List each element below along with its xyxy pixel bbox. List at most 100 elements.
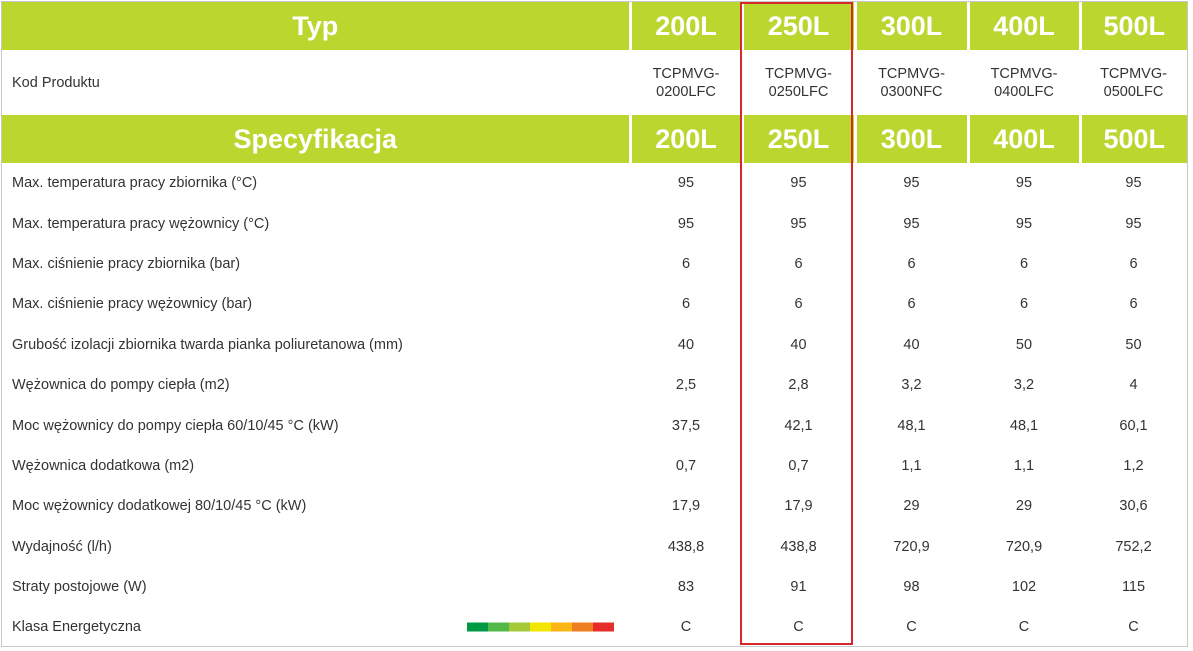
spec-row: Wężownica dodatkowa (m2) 0,7 0,7 1,1 1,1 1,2 xyxy=(2,446,1187,486)
spec-row-label: Moc wężownicy do pompy ciepła 60/10/45 °… xyxy=(2,405,630,445)
energy-class-scale-icon xyxy=(467,622,614,632)
spec-value-cell: 50 xyxy=(1015,336,1033,353)
spec-value-cell: C xyxy=(680,619,692,636)
energy-class-segment xyxy=(509,622,530,632)
spec-header-row: Specyfikacja 200L 250L 300L 400L 500L xyxy=(2,115,1187,163)
spec-value-cell: 438,8 xyxy=(667,538,705,555)
spec-value-cell: 95 xyxy=(790,215,807,232)
spec-row-label: Max. ciśnienie pracy wężownicy (bar) xyxy=(2,284,630,324)
spec-value-cell: 95 xyxy=(903,215,920,232)
energy-class-segment xyxy=(467,622,488,632)
spec-value-cell: 40 xyxy=(903,336,920,353)
spec-value-cell: 3,2 xyxy=(901,377,922,394)
spec-value-cell: C xyxy=(1018,619,1030,636)
energy-class-segment xyxy=(488,622,509,632)
spec-row-label: Max. temperatura pracy zbiornika (°C) xyxy=(2,163,630,203)
energy-class-segment xyxy=(530,622,551,632)
spec-rows: Max. temperatura pracy zbiornika (°C) 95 9… xyxy=(2,163,1187,648)
spec-value-cell: 0,7 xyxy=(675,457,697,474)
type-header-size: 250L xyxy=(742,2,857,50)
spec-value-cell: 37,5 xyxy=(671,417,701,434)
energy-class-segment xyxy=(593,622,614,632)
product-code-cell: TCPMVG- 0300NFC xyxy=(878,65,945,100)
spec-row-label-text: Max. ciśnienie pracy zbiornika (bar) xyxy=(12,255,241,272)
spec-row-label: Wężownica do pompy ciepła (m2) xyxy=(2,365,630,405)
spec-value-cell: C xyxy=(793,619,804,636)
spec-value-cell: 6 xyxy=(681,255,691,272)
spec-row-label: Wydajność (l/h) xyxy=(2,527,630,567)
spec-value-cell: 95 xyxy=(790,175,807,192)
spec-value-cell: 6 xyxy=(794,296,803,313)
spec-value-cell: 40 xyxy=(790,336,807,353)
spec-value-cell: 6 xyxy=(907,296,916,313)
spec-value-cell: 720,9 xyxy=(1005,538,1043,555)
spec-header-size: 200L xyxy=(630,115,744,163)
spec-row: Straty postojowe (W) 83 91 98 102 115 xyxy=(2,567,1187,607)
spec-value-cell: 48,1 xyxy=(1009,417,1039,434)
spec-row-label-text: Max. temperatura pracy wężownicy (°C) xyxy=(12,215,270,232)
spec-value-cell: 95 xyxy=(1125,215,1142,232)
spec-value-cell: C xyxy=(1128,619,1139,636)
spec-row: Wydajność (l/h) 438,8 438,8 720,9 720,9 752,2 xyxy=(2,527,1187,567)
spec-row-label-text: Wężownica dodatkowa (m2) xyxy=(12,457,195,474)
spec-value-cell: 98 xyxy=(903,579,920,596)
spec-row: Max. temperatura pracy zbiornika (°C) 95 9… xyxy=(2,163,1187,203)
spec-value-cell: 40 xyxy=(677,336,695,353)
spec-value-cell: 1,2 xyxy=(1123,457,1144,474)
energy-class-segment xyxy=(551,622,572,632)
spec-row-label-text: Max. temperatura pracy zbiornika (°C) xyxy=(12,175,258,192)
spec-row-label-text: Moc wężownicy dodatkowej 80/10/45 °C (kW… xyxy=(12,498,307,515)
spec-value-cell: 17,9 xyxy=(784,498,813,515)
type-header-size: 400L xyxy=(968,2,1082,50)
product-code-row: Kod Produktu TCPMVG- 0200LFC TCPMVG- 0250L… xyxy=(2,50,1187,115)
product-code-cell: TCPMVG- 0250LFC xyxy=(765,65,832,100)
spec-value-cell: 1,1 xyxy=(901,457,922,474)
spec-value-cell: 30,6 xyxy=(1119,498,1148,515)
type-header-size: 200L xyxy=(630,2,744,50)
spec-value-cell: 95 xyxy=(1125,175,1142,192)
spec-value-cell: 6 xyxy=(681,296,691,313)
spec-row-label-text: Grubość izolacji zbiornika twarda pianka… xyxy=(12,336,403,353)
spec-row: Grubość izolacji zbiornika twarda pianka… xyxy=(2,325,1187,365)
spec-value-cell: 91 xyxy=(790,579,807,596)
spec-value-cell: 95 xyxy=(677,175,695,192)
spec-value-cell: 0,7 xyxy=(788,457,809,474)
spec-header-label: Specyfikacja xyxy=(2,115,632,163)
product-code-cell: TCPMVG- 0200LFC xyxy=(652,65,720,100)
spec-header-size: 300L xyxy=(855,115,970,163)
spec-header-size: 250L xyxy=(742,115,857,163)
spec-value-cell: 6 xyxy=(1129,296,1138,313)
spec-row-label-text: Wydajność (l/h) xyxy=(12,538,112,555)
spec-value-cell: 83 xyxy=(677,579,695,596)
product-code-label: Kod Produktu xyxy=(12,74,100,91)
spec-value-cell: 6 xyxy=(1019,255,1029,272)
type-header-label: Typ xyxy=(2,2,632,50)
spec-row-label-text: Max. ciśnienie pracy wężownicy (bar) xyxy=(12,296,253,313)
spec-value-cell: 95 xyxy=(1015,175,1033,192)
spec-value-cell: 29 xyxy=(1015,498,1033,515)
spec-row-label: Wężownica dodatkowa (m2) xyxy=(2,446,630,486)
product-code-cell: TCPMVG- 0400LFC xyxy=(990,65,1058,100)
product-code-cell: TCPMVG- 0500LFC xyxy=(1100,65,1167,100)
spec-value-cell: 60,1 xyxy=(1119,417,1148,434)
spec-row: Wężownica do pompy ciepła (m2) 2,5 2,8 3,2 3… xyxy=(2,365,1187,405)
spec-row: Max. ciśnienie pracy wężownicy (bar) 6 6 6 6… xyxy=(2,284,1187,324)
spec-value-cell: 102 xyxy=(1011,579,1037,596)
spec-row: Moc wężownicy do pompy ciepła 60/10/45 °… xyxy=(2,405,1187,445)
spec-value-cell: 95 xyxy=(1015,215,1033,232)
type-header-size: 300L xyxy=(855,2,970,50)
spec-value-cell: 1,1 xyxy=(1013,457,1035,474)
spec-row: Max. temperatura pracy wężownicy (°C) 95 9… xyxy=(2,203,1187,243)
spec-value-cell: 438,8 xyxy=(780,538,817,555)
spec-value-cell: 48,1 xyxy=(897,417,926,434)
type-header-row: Typ 200L 250L 300L 400L 500L xyxy=(2,2,1187,50)
spec-header-size: 400L xyxy=(968,115,1082,163)
spec-row-label: Grubość izolacji zbiornika twarda pianka… xyxy=(2,325,630,365)
spec-value-cell: 6 xyxy=(1019,296,1029,313)
spec-value-cell: 6 xyxy=(1129,255,1138,272)
spec-value-cell: 42,1 xyxy=(784,417,813,434)
spec-row: Moc wężownicy dodatkowej 80/10/45 °C (kW… xyxy=(2,486,1187,526)
spec-row-label-text: Moc wężownicy do pompy ciepła 60/10/45 °… xyxy=(12,417,339,434)
